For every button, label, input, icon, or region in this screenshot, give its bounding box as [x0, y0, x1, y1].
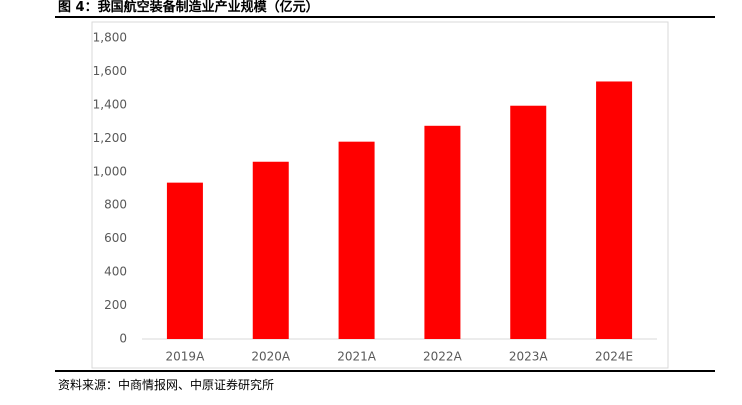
y-tick-label: 400: [104, 265, 127, 279]
chart-frame: [91, 21, 669, 369]
x-tick-label: 2023A: [509, 350, 549, 364]
chart-title: 图 4：我国航空装备制造业产业规模（亿元）: [58, 0, 319, 15]
source-note: 资料来源：中商情报网、中原证券研究所: [58, 378, 275, 392]
y-tick-label: 0: [119, 332, 127, 346]
title-rule: [55, 16, 715, 18]
y-tick-label: 200: [104, 298, 127, 312]
y-tick-label: 1,400: [93, 97, 127, 111]
y-tick-label: 1,000: [93, 164, 127, 178]
x-tick-label: 2022A: [423, 350, 463, 364]
x-tick-label: 2019A: [166, 350, 206, 364]
y-tick-label: 1,600: [93, 64, 127, 78]
bar: [338, 141, 375, 339]
y-tick-label: 800: [104, 198, 127, 212]
y-tick-label: 1,200: [93, 131, 127, 145]
bar: [510, 105, 547, 339]
bar: [252, 161, 289, 339]
y-tick-label: 1,800: [93, 31, 127, 45]
x-tick-label: 2021A: [337, 350, 377, 364]
y-tick-label: 600: [104, 231, 127, 245]
x-tick-label: 2020A: [251, 350, 291, 364]
source-rule: [55, 370, 715, 372]
bar: [596, 81, 633, 339]
x-tick-label: 2024E: [595, 350, 633, 364]
bar: [424, 125, 461, 340]
bar: [166, 182, 203, 339]
